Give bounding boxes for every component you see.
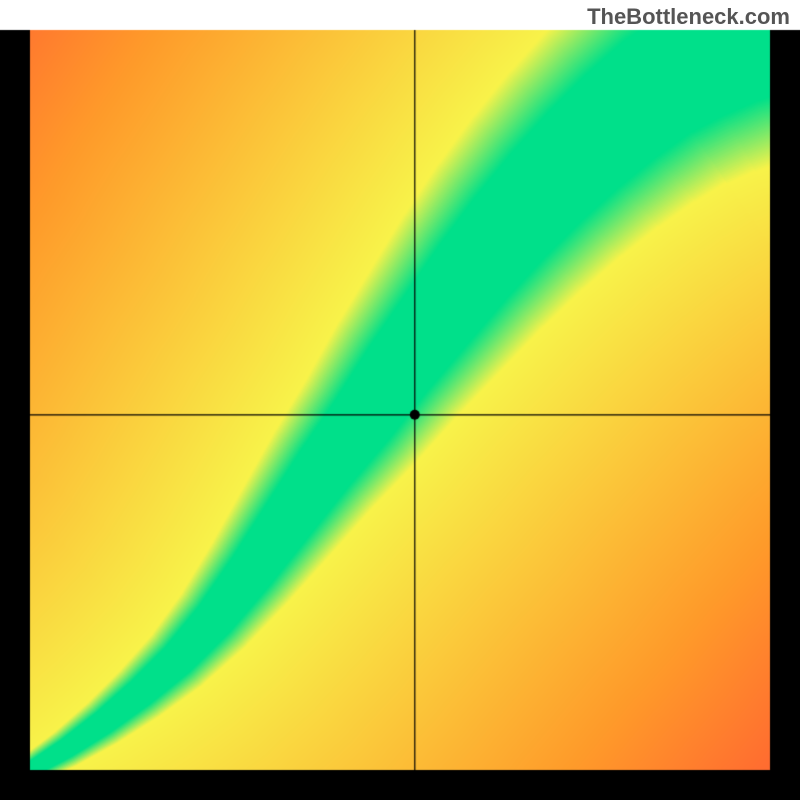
chart-container: TheBottleneck.com: [0, 0, 800, 800]
bottleneck-heatmap: [0, 0, 800, 800]
watermark-text: TheBottleneck.com: [587, 4, 790, 30]
